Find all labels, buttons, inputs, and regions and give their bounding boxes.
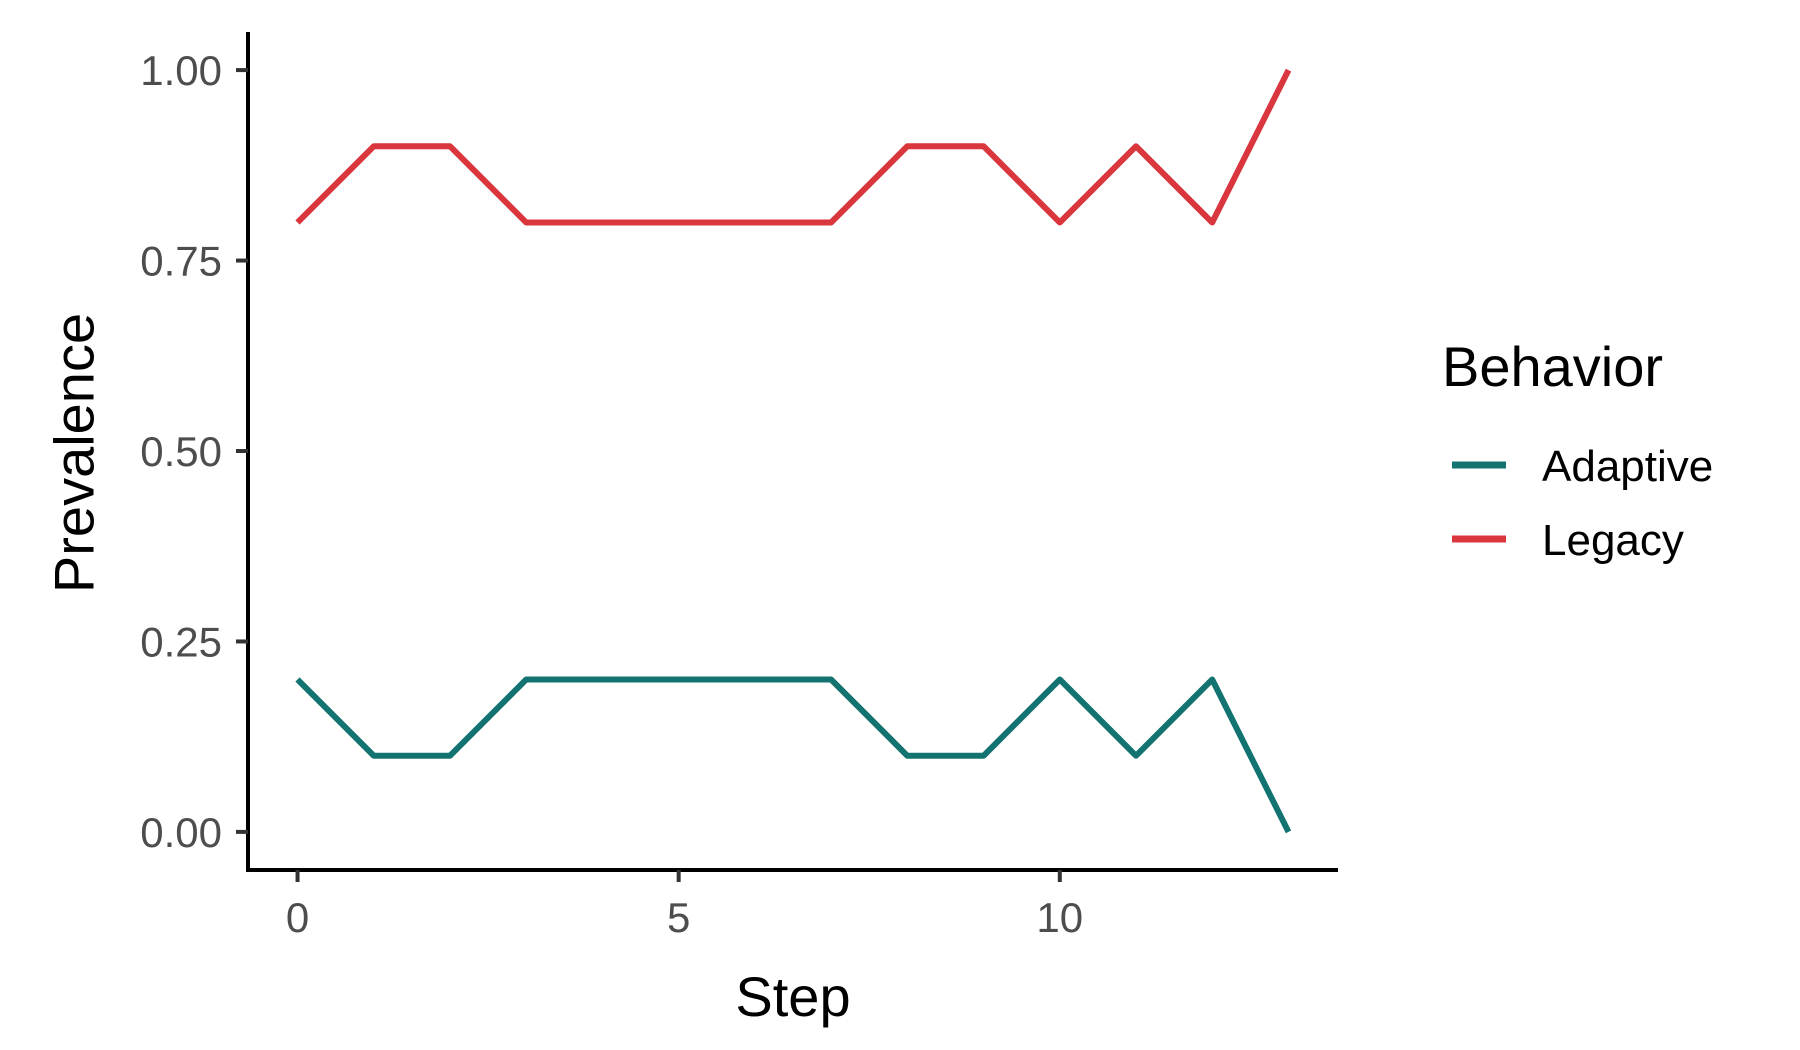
y-tick-label: 0.25 bbox=[140, 618, 222, 665]
legend-label-legacy: Legacy bbox=[1542, 516, 1684, 565]
x-axis: 0 5 10 bbox=[246, 868, 1338, 941]
legend: Behavior Adaptive Legacy bbox=[1442, 335, 1713, 565]
x-axis-title: Step bbox=[735, 965, 850, 1028]
x-tick-label: 5 bbox=[667, 894, 690, 941]
y-tick-label: 1.00 bbox=[140, 47, 222, 94]
y-tick-label: 0.75 bbox=[140, 238, 222, 285]
y-tick-label: 0.00 bbox=[140, 809, 222, 856]
y-tick-label: 0.50 bbox=[140, 428, 222, 475]
legend-label-adaptive: Adaptive bbox=[1542, 442, 1713, 491]
x-tick-label: 0 bbox=[286, 894, 309, 941]
series-line-adaptive bbox=[295, 676, 1292, 834]
series-line-legacy bbox=[295, 68, 1292, 226]
y-axis-title: Prevalence bbox=[43, 313, 106, 593]
y-axis: 0.00 0.25 0.50 0.75 1.00 bbox=[140, 32, 250, 870]
x-tick-label: 10 bbox=[1036, 894, 1083, 941]
plot-area bbox=[295, 68, 1292, 834]
legend-title: Behavior bbox=[1442, 335, 1663, 398]
